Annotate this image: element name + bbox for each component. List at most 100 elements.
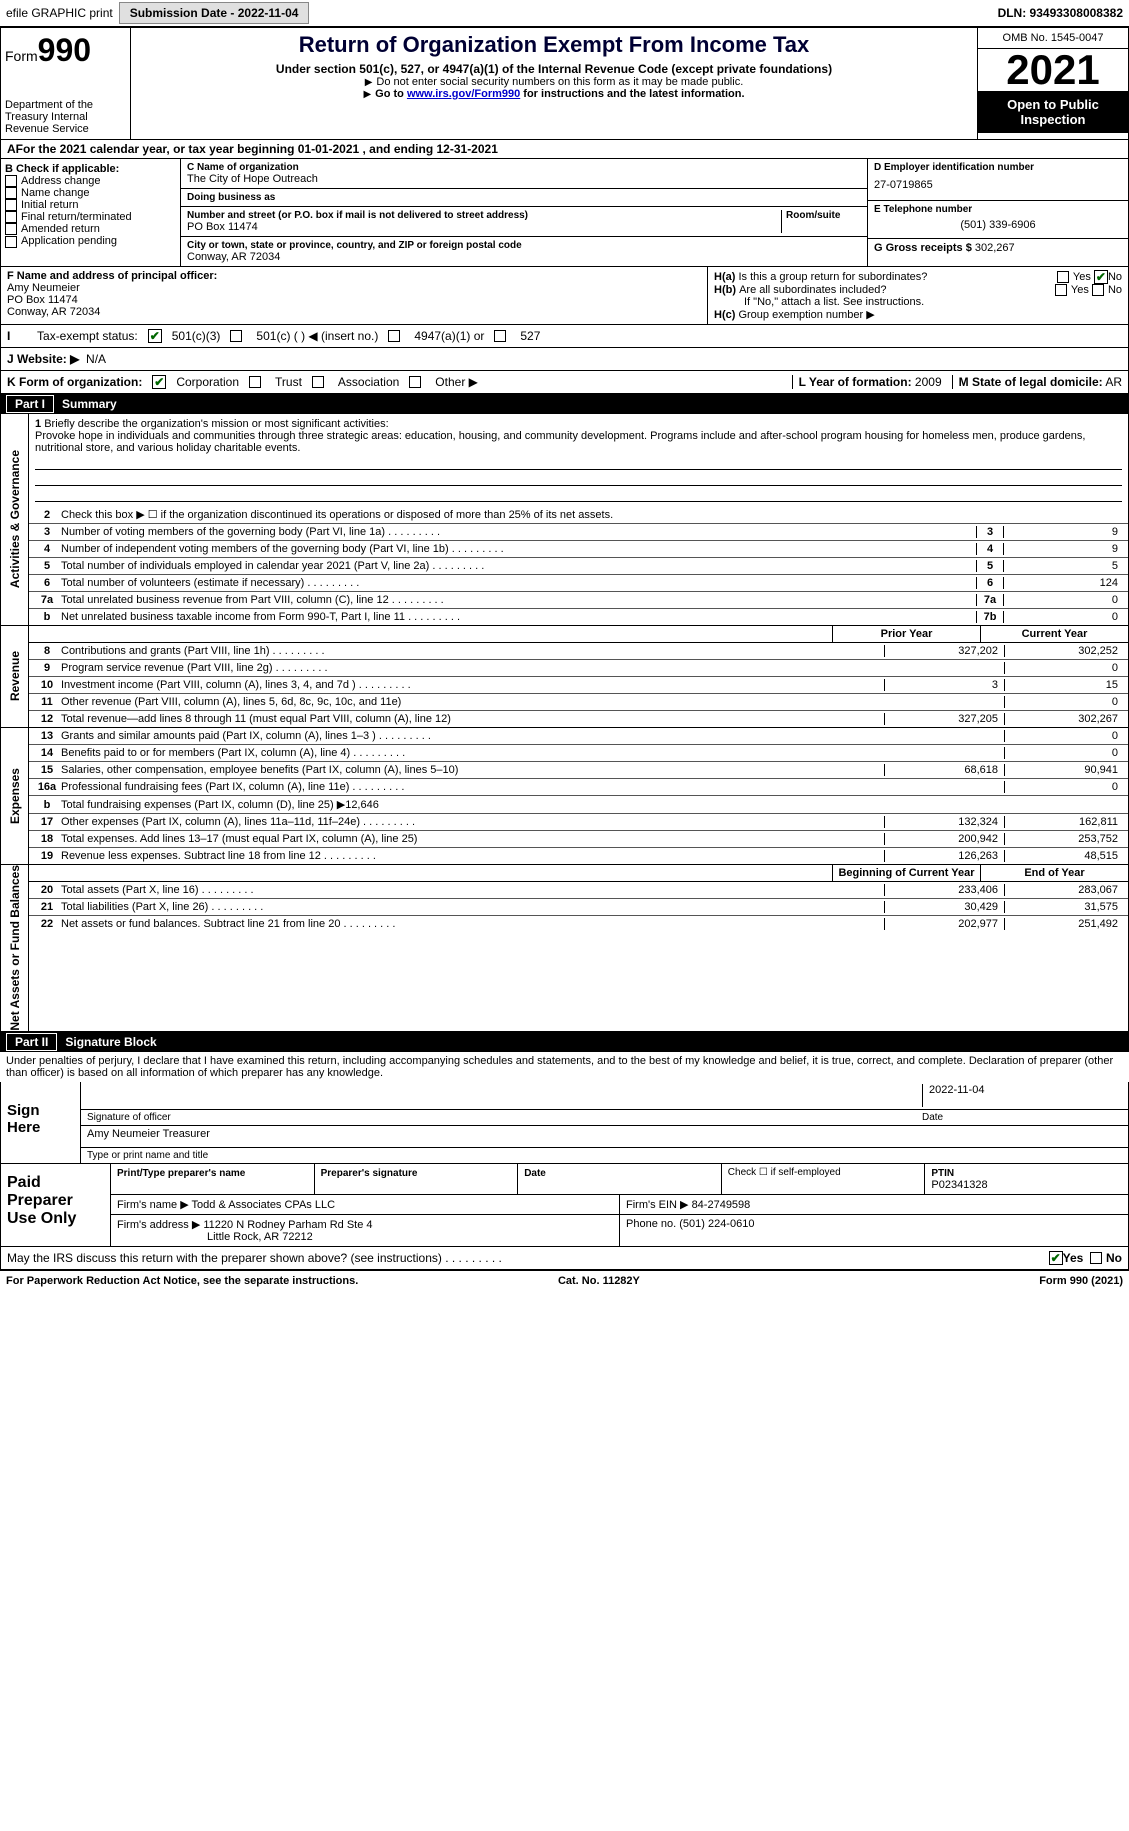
dba-label: Doing business as xyxy=(187,192,861,203)
check-initial-return[interactable]: Initial return xyxy=(5,199,176,211)
discuss-no-check[interactable] xyxy=(1090,1252,1102,1264)
firm-phone-label: Phone no. xyxy=(626,1218,676,1230)
h-b-text: Are all subordinates included? xyxy=(739,284,1055,296)
col-begin-year: Beginning of Current Year xyxy=(832,865,980,881)
sig-name-label: Type or print name and title xyxy=(87,1150,208,1161)
check-application-pending[interactable]: Application pending xyxy=(5,235,176,247)
box-b: B Check if applicable: Address change Na… xyxy=(1,159,181,266)
website-row: J Website: ▶ N/A xyxy=(0,348,1129,371)
year-formation-value: 2009 xyxy=(915,375,942,389)
efile-label: efile GRAPHIC print xyxy=(6,6,113,20)
irs-link[interactable]: www.irs.gov/Form990 xyxy=(407,88,520,100)
line-6-val: 124 xyxy=(1004,577,1124,589)
note-link: ▶Go to www.irs.gov/Form990 for instructi… xyxy=(135,88,973,100)
period-row: A For the 2021 calendar year, or tax yea… xyxy=(0,140,1129,159)
check-name-change[interactable]: Name change xyxy=(5,187,176,199)
line-20: Total assets (Part X, line 16) xyxy=(61,884,884,896)
line-8: Contributions and grants (Part VIII, lin… xyxy=(61,645,884,657)
side-activities: Activities & Governance xyxy=(8,450,22,588)
footer: For Paperwork Reduction Act Notice, see … xyxy=(0,1270,1129,1291)
line-18: Total expenses. Add lines 13–17 (must eq… xyxy=(61,833,884,845)
room-label: Room/suite xyxy=(781,210,861,233)
firm-ein-label: Firm's EIN ▶ xyxy=(626,1199,689,1211)
box-k-label: K Form of organization: xyxy=(7,375,142,389)
sig-officer-label: Signature of officer xyxy=(87,1112,922,1123)
check-final-return[interactable]: Final return/terminated xyxy=(5,211,176,223)
open-to-public: Open to Public Inspection xyxy=(978,91,1128,133)
firm-phone: (501) 224-0610 xyxy=(679,1218,754,1230)
summary-table: Activities & Governance 1 Briefly descri… xyxy=(0,414,1129,1032)
sig-date-label: Date xyxy=(922,1112,1122,1123)
phone-label: E Telephone number xyxy=(874,204,1122,215)
line-17: Other expenses (Part IX, column (A), lin… xyxy=(61,816,884,828)
ein-value: 27-0719865 xyxy=(874,173,1122,197)
city-value: Conway, AR 72034 xyxy=(187,251,861,263)
note-ssn: ▶Do not enter social security numbers on… xyxy=(135,76,973,88)
line-16b: Total fundraising expenses (Part IX, col… xyxy=(61,798,884,811)
line-4-text: Number of independent voting members of … xyxy=(61,543,976,555)
discuss-question: May the IRS discuss this return with the… xyxy=(7,1251,502,1265)
part1-bar: Part ISummary xyxy=(0,394,1129,414)
h-c-text: Group exemption number ▶ xyxy=(738,309,874,321)
sig-date: 2022-11-04 xyxy=(922,1084,1122,1107)
line-11: Other revenue (Part VIII, column (A), li… xyxy=(61,696,884,708)
tax-year: 2021 xyxy=(978,49,1128,91)
dln-label: DLN: 93493308008382 xyxy=(998,6,1123,20)
mission-text: Provoke hope in individuals and communit… xyxy=(35,430,1085,454)
firm-name: Todd & Associates CPAs LLC xyxy=(192,1199,335,1211)
officer-name: Amy Neumeier xyxy=(7,282,80,294)
line-13: Grants and similar amounts paid (Part IX… xyxy=(61,730,884,742)
check-other[interactable] xyxy=(409,376,421,388)
website-label: J Website: ▶ xyxy=(7,352,79,366)
signature-declaration: Under penalties of perjury, I declare th… xyxy=(0,1052,1129,1082)
firm-ein: 84-2749598 xyxy=(692,1199,751,1211)
part2-bar: Part IISignature Block xyxy=(0,1032,1129,1052)
sign-here-label: Sign Here xyxy=(1,1082,81,1163)
col-end-year: End of Year xyxy=(980,865,1128,881)
check-4947[interactable] xyxy=(388,330,400,342)
preparer-title: Paid Preparer Use Only xyxy=(1,1164,111,1246)
check-501c[interactable] xyxy=(230,330,242,342)
check-527[interactable] xyxy=(494,330,506,342)
check-corporation[interactable]: ✔ xyxy=(152,375,166,389)
line-21: Total liabilities (Part X, line 26) xyxy=(61,901,884,913)
gross-receipts-value: 302,267 xyxy=(975,242,1015,254)
footer-cat: Cat. No. 11282Y xyxy=(558,1275,640,1287)
check-address-change[interactable]: Address change xyxy=(5,175,176,187)
city-label: City or town, state or province, country… xyxy=(187,240,861,251)
line-12: Total revenue—add lines 8 through 11 (mu… xyxy=(61,713,884,725)
form-org-row: K Form of organization: ✔Corporation Tru… xyxy=(0,371,1129,394)
state-domicile-value: AR xyxy=(1105,375,1122,389)
line-7a-text: Total unrelated business revenue from Pa… xyxy=(61,594,976,606)
side-expenses: Expenses xyxy=(8,768,22,824)
form-subtitle: Under section 501(c), 527, or 4947(a)(1)… xyxy=(135,62,973,76)
tax-exempt-row: I Tax-exempt status: ✔501(c)(3) 501(c) (… xyxy=(0,325,1129,348)
check-association[interactable] xyxy=(312,376,324,388)
col-current-year: Current Year xyxy=(980,626,1128,642)
ein-label: D Employer identification number xyxy=(874,162,1122,173)
line-7b-text: Net unrelated business taxable income fr… xyxy=(61,611,976,623)
footer-left: For Paperwork Reduction Act Notice, see … xyxy=(6,1275,358,1287)
signature-block: Sign Here 2022-11-04 Signature of office… xyxy=(0,1082,1129,1164)
submission-date-button[interactable]: Submission Date - 2022-11-04 xyxy=(119,2,310,24)
check-amended-return[interactable]: Amended return xyxy=(5,223,176,235)
prep-sig-label: Preparer's signature xyxy=(321,1168,418,1179)
discuss-row: May the IRS discuss this return with the… xyxy=(0,1247,1129,1270)
line-10: Investment income (Part VIII, column (A)… xyxy=(61,679,884,691)
gross-receipts-label: G Gross receipts $ xyxy=(874,242,972,254)
tax-exempt-label: Tax-exempt status: xyxy=(37,329,138,343)
side-netassets: Net Assets or Fund Balances xyxy=(8,865,22,1031)
website-value: N/A xyxy=(86,352,106,366)
top-bar: efile GRAPHIC print Submission Date - 20… xyxy=(0,0,1129,27)
dept-label: Department of the Treasury Internal Reve… xyxy=(5,99,126,135)
officer-addr2: Conway, AR 72034 xyxy=(7,306,100,318)
box-c: C Name of organizationThe City of Hope O… xyxy=(181,159,868,266)
check-trust[interactable] xyxy=(249,376,261,388)
prep-name-label: Print/Type preparer's name xyxy=(117,1168,245,1179)
discuss-yes-check[interactable]: ✔ xyxy=(1049,1251,1063,1265)
prep-date-label: Date xyxy=(524,1168,546,1179)
check-501c3[interactable]: ✔ xyxy=(148,329,162,343)
line-3-text: Number of voting members of the governin… xyxy=(61,526,976,538)
line-6-text: Total number of volunteers (estimate if … xyxy=(61,577,976,589)
firm-addr-label: Firm's address ▶ xyxy=(117,1219,200,1231)
